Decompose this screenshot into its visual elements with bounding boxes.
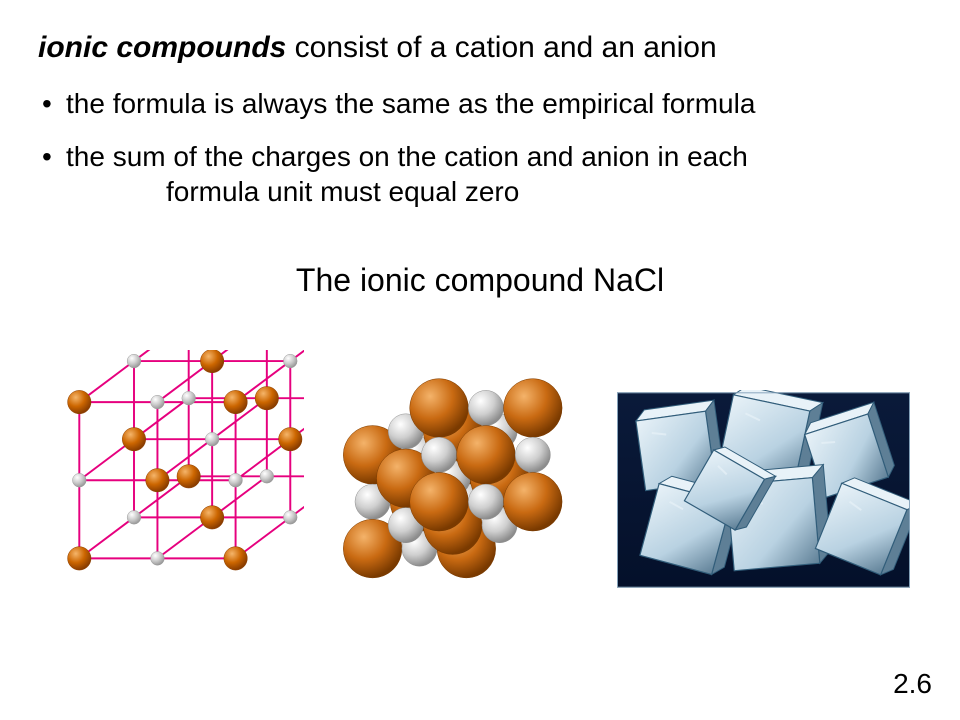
crystal-photo xyxy=(617,390,910,590)
bullet-text: the formula is always the same as the em… xyxy=(66,88,755,119)
bullet-text: the sum of the charges on the cation and… xyxy=(66,141,748,172)
bullet-text-cont: formula unit must equal zero xyxy=(66,174,922,209)
spacefill-diagram xyxy=(314,340,607,640)
figure-row xyxy=(50,340,910,640)
lattice-diagram xyxy=(50,350,304,630)
heading-term: ionic compounds xyxy=(38,31,286,64)
bullet-item: the formula is always the same as the em… xyxy=(38,86,922,121)
slide-subtitle: The ionic compound NaCl xyxy=(0,262,960,299)
bullet-item: the sum of the charges on the cation and… xyxy=(38,139,922,209)
bullet-list: the formula is always the same as the em… xyxy=(38,86,922,227)
slide: ionic compounds consist of a cation and … xyxy=(0,0,960,720)
heading-rest: consist of a cation and an anion xyxy=(286,31,716,64)
page-number: 2.6 xyxy=(893,668,932,700)
slide-heading: ionic compounds consist of a cation and … xyxy=(38,30,717,66)
